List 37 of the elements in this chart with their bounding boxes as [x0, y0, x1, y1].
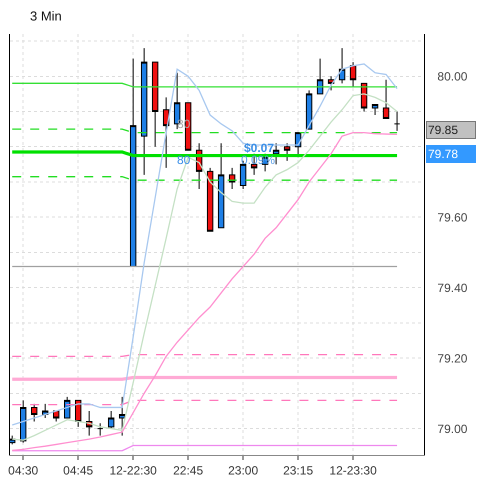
- candlestick: [350, 62, 356, 88]
- y-tick-label: 79.00: [437, 422, 468, 436]
- candlestick: [74, 400, 82, 428]
- x-tick-label: 23:15: [283, 463, 314, 478]
- chart-title: 3 Min: [30, 8, 62, 24]
- annotation: $0.07: [244, 141, 274, 155]
- candlestick: [96, 422, 104, 436]
- x-tick-label: 04:45: [63, 463, 94, 478]
- candlestick: [206, 167, 214, 232]
- candlestick: [306, 90, 312, 130]
- y-tick-label: 79.20: [437, 351, 468, 366]
- x-tick-label: 22:45: [173, 463, 204, 478]
- candlestick: [31, 403, 38, 422]
- candlestick: [152, 62, 158, 148]
- y-tick-label: 79.60: [437, 210, 468, 224]
- y-tick-label: 80.00: [437, 69, 468, 84]
- candlestick: [338, 48, 346, 84]
- y-tick-label: 79.40: [437, 280, 468, 295]
- candlestick: [382, 79, 390, 120]
- candlestick: [118, 396, 126, 436]
- candlestick: [316, 58, 324, 94]
- x-tick-label: 04:30: [8, 463, 39, 478]
- candlestick: [140, 48, 148, 176]
- x-tick-label: 12-23:30: [329, 463, 378, 478]
- x-tick-label: 12-22:30: [109, 463, 158, 478]
- text: 79.85: [428, 123, 458, 137]
- candlestick: [394, 111, 400, 132]
- candlestick: [108, 410, 114, 430]
- candlestick: [372, 104, 378, 116]
- candlestick: [218, 142, 224, 228]
- x-tick-label: 23:00: [228, 463, 258, 478]
- candlestick: [20, 400, 26, 444]
- annotation: 80: [177, 117, 191, 131]
- candlestick: [284, 142, 290, 162]
- candlestick: [162, 96, 170, 168]
- text: 79.78: [428, 147, 458, 161]
- annotation: 80: [177, 153, 191, 167]
